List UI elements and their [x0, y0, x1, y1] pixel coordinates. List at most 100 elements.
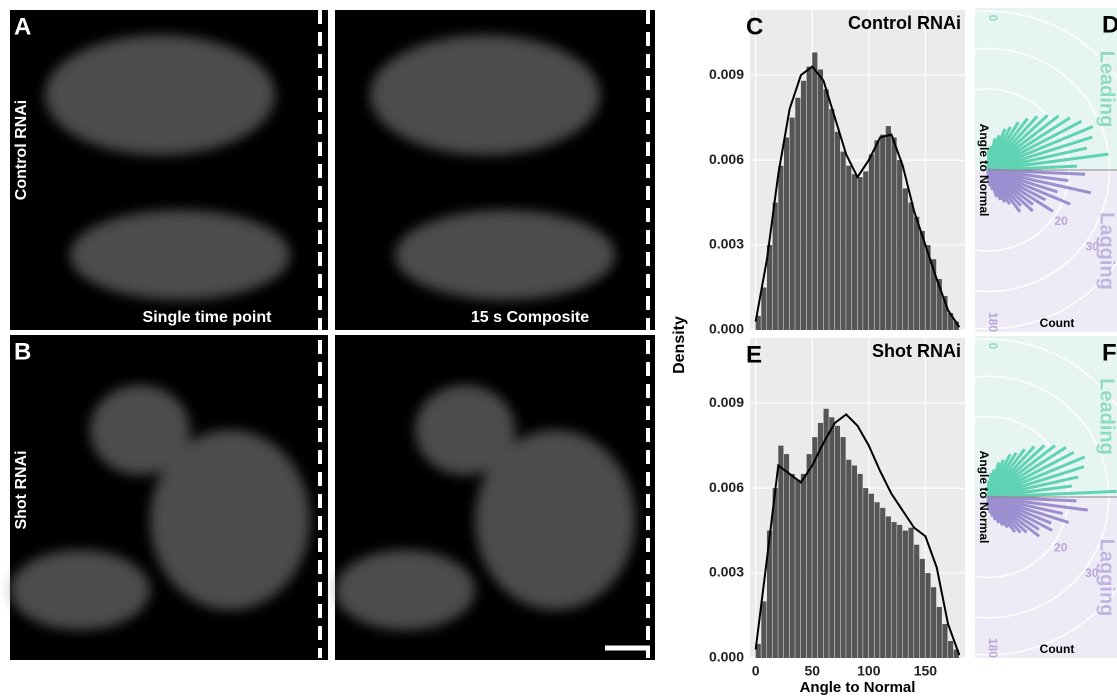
- legend-label: Leading: [1096, 378, 1117, 455]
- bar: [891, 137, 897, 330]
- bar: [914, 216, 920, 330]
- theta-tick-label: 180: [986, 312, 1000, 332]
- y-axis-label: Angle to Normal: [977, 124, 991, 217]
- row-label: Control RNAi: [13, 100, 30, 200]
- bar: [868, 154, 874, 330]
- bar: [851, 465, 857, 658]
- bar: [806, 66, 812, 330]
- bar: [778, 165, 784, 330]
- rose-bar: [987, 120, 1083, 172]
- rose-bar: [986, 169, 991, 183]
- bar: [919, 230, 925, 330]
- bar: [948, 641, 954, 658]
- row-label: Shot RNAi: [13, 450, 30, 529]
- bar: [806, 454, 812, 658]
- rose-bar: [987, 125, 1094, 172]
- panel-label: D: [1102, 11, 1117, 38]
- bar: [795, 97, 801, 330]
- bar: [789, 473, 795, 658]
- bar: [846, 459, 852, 658]
- x-axis-label: Count: [1040, 316, 1075, 330]
- outer-circle: [975, 338, 1117, 656]
- bar: [897, 524, 903, 658]
- bar: [772, 488, 778, 658]
- r-tick-label: 20: [1054, 214, 1068, 228]
- bar: [840, 437, 846, 658]
- rose-bar: [987, 455, 1086, 499]
- y-tick-label: 0.000: [709, 321, 744, 337]
- theta-tick-label: 180: [986, 638, 1000, 658]
- bar: [817, 422, 824, 658]
- bar: [919, 558, 925, 658]
- bar: [914, 544, 920, 658]
- bar: [755, 315, 761, 330]
- rose-bar: [986, 496, 991, 510]
- image-caption: 15 s Composite: [471, 309, 589, 326]
- bar: [925, 573, 931, 658]
- chart-title: Shot RNAi: [872, 341, 961, 361]
- y-tick-label: 0.006: [709, 479, 744, 495]
- x-axis-label: Count: [1040, 642, 1075, 656]
- bar: [846, 165, 852, 330]
- bar: [953, 649, 959, 658]
- bar: [834, 425, 841, 658]
- bar: [755, 643, 761, 658]
- rose-bar: [987, 168, 1092, 195]
- bar: [817, 69, 824, 330]
- theta-tick-label: 0: [986, 15, 1000, 22]
- rose-bar: [987, 489, 1117, 499]
- rose-bar: [987, 135, 1093, 172]
- x-tick-label: 150: [914, 663, 938, 679]
- bar: [800, 80, 807, 330]
- bar: [829, 417, 835, 658]
- bar: [874, 502, 880, 658]
- bar: [812, 52, 818, 330]
- bar: [863, 488, 869, 658]
- bar: [783, 454, 790, 658]
- bar: [800, 473, 807, 658]
- r-tick-label: 20: [1054, 540, 1068, 554]
- y-axis-label: Density: [671, 316, 688, 374]
- rose-plot: 20 30 Leading Lagging 0 180 Angle to Normal Cou…: [975, 8, 1117, 332]
- x-tick-label: 100: [857, 663, 881, 679]
- bar: [953, 321, 959, 330]
- legend-label: Lagging: [1096, 539, 1117, 617]
- rose-bar: [987, 152, 1109, 172]
- bar: [766, 530, 773, 658]
- bar: [931, 259, 937, 330]
- density-curve: [754, 65, 961, 328]
- bar: [908, 527, 914, 658]
- bar: [761, 287, 767, 330]
- micrographs: A B Control RNAi Shot RNAi Single time p…: [10, 10, 655, 660]
- y-tick-label: 0.009: [709, 394, 744, 410]
- bar: [863, 171, 869, 330]
- panel-label: F: [1102, 339, 1117, 366]
- image-caption: Single time point: [143, 309, 273, 326]
- bar: [908, 202, 914, 330]
- chart-title: Control RNAi: [848, 13, 961, 33]
- y-tick-label: 0.003: [709, 564, 744, 580]
- density-curve: [754, 413, 961, 656]
- bar: [931, 587, 937, 658]
- panel-label: B: [14, 338, 31, 365]
- bar: [880, 507, 886, 658]
- bar: [942, 624, 948, 658]
- bar: [885, 126, 891, 330]
- panel-label: A: [14, 13, 31, 40]
- r-tick-label: 30: [1086, 240, 1100, 254]
- y-axis-label: Angle to Normal: [977, 451, 991, 544]
- bar: [925, 245, 931, 330]
- bar: [812, 437, 818, 658]
- y-tick-label: 0.000: [709, 649, 744, 665]
- bar: [772, 202, 778, 330]
- bar: [885, 516, 891, 658]
- bar: [874, 140, 880, 330]
- bar: [897, 160, 903, 330]
- bar: [823, 408, 829, 658]
- rose-plot: 20 30 Leading Lagging 0 180 Angle to Normal Cou…: [975, 336, 1117, 658]
- bar: [936, 279, 942, 330]
- bar: [891, 522, 897, 658]
- y-tick-label: 0.006: [709, 151, 744, 167]
- bar: [936, 607, 942, 658]
